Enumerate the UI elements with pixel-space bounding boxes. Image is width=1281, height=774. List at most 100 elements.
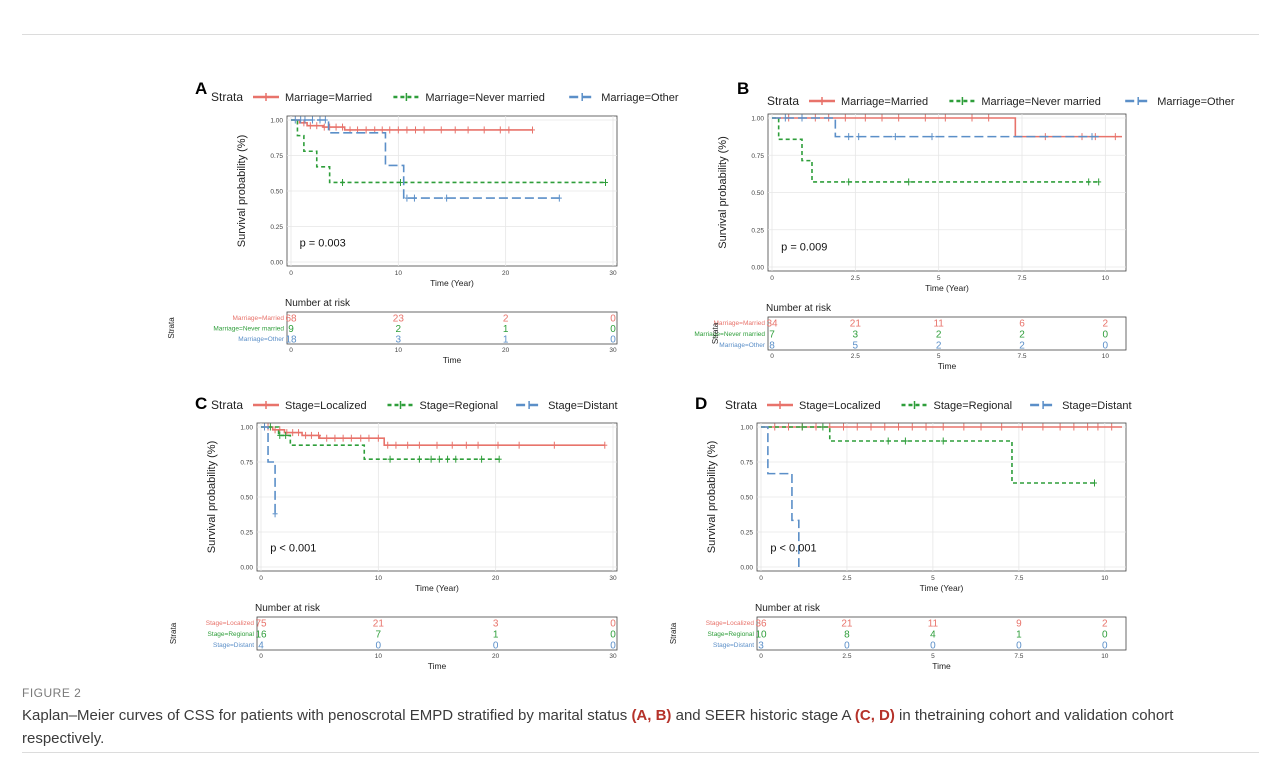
risk-x-tick-label: 0 [770, 353, 774, 360]
risk-table-frame [756, 616, 1127, 651]
y-axis-title: Survival probability (%) [717, 136, 729, 248]
risk-value: 0 [610, 630, 616, 641]
x-tick-label: 30 [609, 270, 617, 277]
risk-x-tick-label: 5 [931, 653, 935, 660]
legend-label: Marriage=Never married [425, 92, 545, 104]
y-tick-label: 0.25 [740, 530, 753, 537]
legend-label: Marriage=Married [841, 96, 928, 108]
risk-x-tick-label: 0 [289, 347, 293, 354]
risk-x-axis-title: Time [443, 355, 462, 365]
risk-row-label: Stage=Localized [706, 620, 755, 627]
y-axis-title: Survival probability (%) [706, 441, 718, 553]
risk-x-axis-title: Time [932, 661, 951, 671]
x-tick-label: 10 [1102, 275, 1110, 282]
x-axis-title: Time (Year) [920, 583, 964, 593]
risk-value: 2 [396, 324, 402, 335]
y-tick-label: 0.25 [270, 224, 283, 231]
risk-value: 8 [769, 341, 775, 352]
caption-part: Kaplan–Meier curves of CSS for patients … [22, 707, 632, 724]
risk-x-tick-label: 10 [1102, 353, 1110, 360]
risk-value: 8 [844, 630, 850, 641]
risk-value: 7 [769, 330, 775, 341]
risk-value: 6 [1019, 319, 1025, 330]
caption-part-bold: (A, B) [631, 707, 672, 724]
y-tick-label: 1.00 [751, 116, 764, 123]
risk-x-tick-label: 30 [609, 347, 617, 354]
risk-x-tick-label: 2.5 [842, 653, 851, 660]
risk-x-tick-label: 10 [395, 347, 403, 354]
risk-value: 0 [610, 641, 616, 652]
legend-label: Marriage=Married [285, 92, 372, 104]
y-tick-label: 0.50 [240, 495, 253, 502]
legend-title: Strata [725, 398, 757, 412]
y-tick-label: 0.50 [270, 189, 283, 196]
caption-part: in thetraining cohort and validation coh… [22, 707, 1174, 747]
risk-value: 11 [933, 319, 944, 330]
y-tick-label: 0.00 [240, 565, 253, 572]
risk-x-tick-label: 5 [937, 353, 941, 360]
figure-caption-block: FIGURE 2 Kaplan–Meier curves of CSS for … [22, 686, 1257, 750]
p-value: p < 0.001 [270, 543, 316, 555]
y-tick-label: 0.25 [751, 227, 764, 234]
risk-value: 0 [610, 619, 616, 630]
risk-value: 10 [755, 630, 767, 641]
risk-value: 0 [1102, 630, 1108, 641]
risk-value: 4 [930, 630, 936, 641]
y-tick-label: 0.50 [751, 190, 764, 197]
legend-label: Stage=Regional [934, 400, 1013, 412]
risk-value: 1 [503, 335, 509, 346]
risk-row-label: Stage=Regional [208, 631, 255, 638]
panel-letter: D [695, 394, 707, 413]
figure-plots: A Strata Marriage=Married Marriage=Never ma… [167, 79, 1235, 671]
legend: Strata Stage=Localized Stage=Regional Stage… [725, 398, 1132, 412]
risk-y-axis-title: Strata [167, 317, 176, 339]
risk-value: 0 [376, 641, 382, 652]
risk-value: 3 [758, 641, 764, 652]
risk-row-label: Marriage=Married [714, 320, 766, 327]
risk-table-frame [767, 316, 1127, 351]
top-rule [22, 34, 1259, 35]
km-curve [291, 119, 560, 199]
risk-value: 0 [844, 641, 850, 652]
risk-value: 0 [610, 313, 616, 324]
p-value: p = 0.009 [781, 242, 827, 254]
risk-value: 0 [493, 641, 499, 652]
x-tick-label: 0 [259, 575, 263, 582]
risk-value: 0 [1103, 341, 1109, 352]
risk-value: 1 [503, 324, 509, 335]
risk-value: 18 [285, 335, 297, 346]
panel-letter: C [195, 394, 207, 413]
km-curve [261, 426, 500, 460]
risk-value: 0 [930, 641, 936, 652]
risk-value: 23 [393, 313, 405, 324]
legend-label: Marriage=Other [1157, 96, 1235, 108]
risk-value: 1 [1016, 630, 1022, 641]
panel-letter: B [737, 79, 749, 98]
legend-title: Strata [211, 398, 243, 412]
risk-value: 0 [610, 324, 616, 335]
km-curve [761, 426, 1095, 484]
km-panel-d: D Strata Stage=Localized Stage=Regional Stag… [669, 394, 1132, 671]
risk-row-label: Marriage=Married [233, 315, 285, 322]
risk-row-label: Marriage=Other [719, 342, 766, 349]
risk-value: 2 [936, 330, 942, 341]
risk-x-tick-label: 10 [375, 653, 383, 660]
risk-x-tick-label: 10 [1101, 653, 1109, 660]
risk-value: 3 [853, 330, 859, 341]
x-axis-title: Time (Year) [925, 283, 969, 293]
risk-x-tick-label: 20 [492, 653, 500, 660]
km-curve [772, 117, 1099, 183]
x-tick-label: 0 [770, 275, 774, 282]
risk-x-tick-label: 7.5 [1014, 653, 1023, 660]
legend-label: Stage=Distant [548, 400, 617, 412]
caption-part: and SEER historic stage A [671, 707, 855, 724]
x-tick-label: 0 [759, 575, 763, 582]
risk-value: 2 [1019, 341, 1025, 352]
risk-x-tick-label: 7.5 [1017, 353, 1026, 360]
risk-value: 3 [396, 335, 402, 346]
y-tick-label: 1.00 [240, 425, 253, 432]
x-tick-label: 20 [502, 270, 510, 277]
km-curve [291, 119, 606, 184]
y-tick-label: 0.00 [740, 565, 753, 572]
